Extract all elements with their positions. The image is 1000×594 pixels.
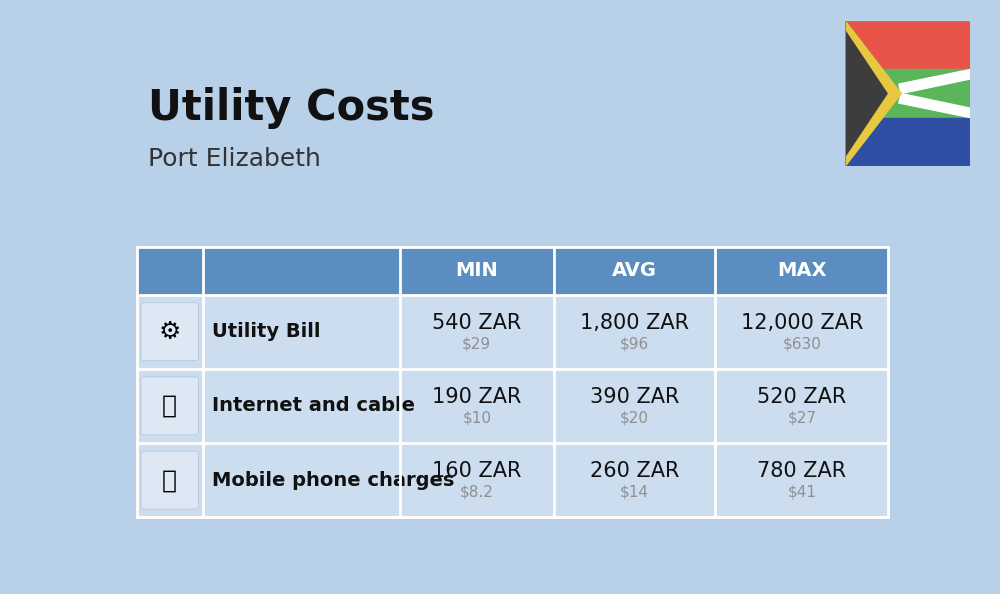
Text: 190 ZAR: 190 ZAR [432, 387, 521, 407]
Polygon shape [845, 28, 889, 159]
Text: 540 ZAR: 540 ZAR [432, 313, 521, 333]
Polygon shape [899, 93, 970, 118]
Bar [845, 21, 970, 69]
Text: 📶: 📶 [162, 394, 177, 418]
Text: AVG: AVG [612, 261, 657, 280]
Text: $10: $10 [462, 410, 491, 425]
Text: 📱: 📱 [162, 468, 177, 492]
Text: 260 ZAR: 260 ZAR [590, 461, 679, 481]
Polygon shape [845, 21, 901, 166]
Text: 390 ZAR: 390 ZAR [590, 387, 679, 407]
Bar [845, 69, 970, 118]
Text: 12,000 ZAR: 12,000 ZAR [741, 313, 863, 333]
Polygon shape [899, 69, 970, 93]
FancyBboxPatch shape [141, 303, 198, 361]
Text: $41: $41 [787, 485, 816, 500]
Text: 160 ZAR: 160 ZAR [432, 461, 521, 481]
Text: Utility Bill: Utility Bill [212, 322, 321, 341]
Text: MAX: MAX [777, 261, 827, 280]
Text: $630: $630 [782, 336, 821, 351]
FancyBboxPatch shape [141, 451, 198, 509]
Text: $27: $27 [787, 410, 816, 425]
Text: $20: $20 [620, 410, 649, 425]
Text: $96: $96 [620, 336, 649, 351]
Text: 780 ZAR: 780 ZAR [757, 461, 846, 481]
Text: 520 ZAR: 520 ZAR [757, 387, 847, 407]
Text: Internet and cable: Internet and cable [212, 396, 415, 415]
Text: ⚙: ⚙ [159, 320, 181, 344]
Bar [845, 118, 970, 166]
Text: Utility Costs: Utility Costs [148, 87, 435, 129]
Polygon shape [845, 21, 901, 166]
FancyBboxPatch shape [141, 377, 198, 435]
Text: 1,800 ZAR: 1,800 ZAR [580, 313, 689, 333]
Text: $8.2: $8.2 [460, 485, 494, 500]
Text: $29: $29 [462, 336, 491, 351]
Text: Mobile phone charges: Mobile phone charges [212, 470, 454, 489]
Text: Port Elizabeth: Port Elizabeth [148, 147, 321, 170]
Text: MIN: MIN [455, 261, 498, 280]
Text: $14: $14 [620, 485, 649, 500]
